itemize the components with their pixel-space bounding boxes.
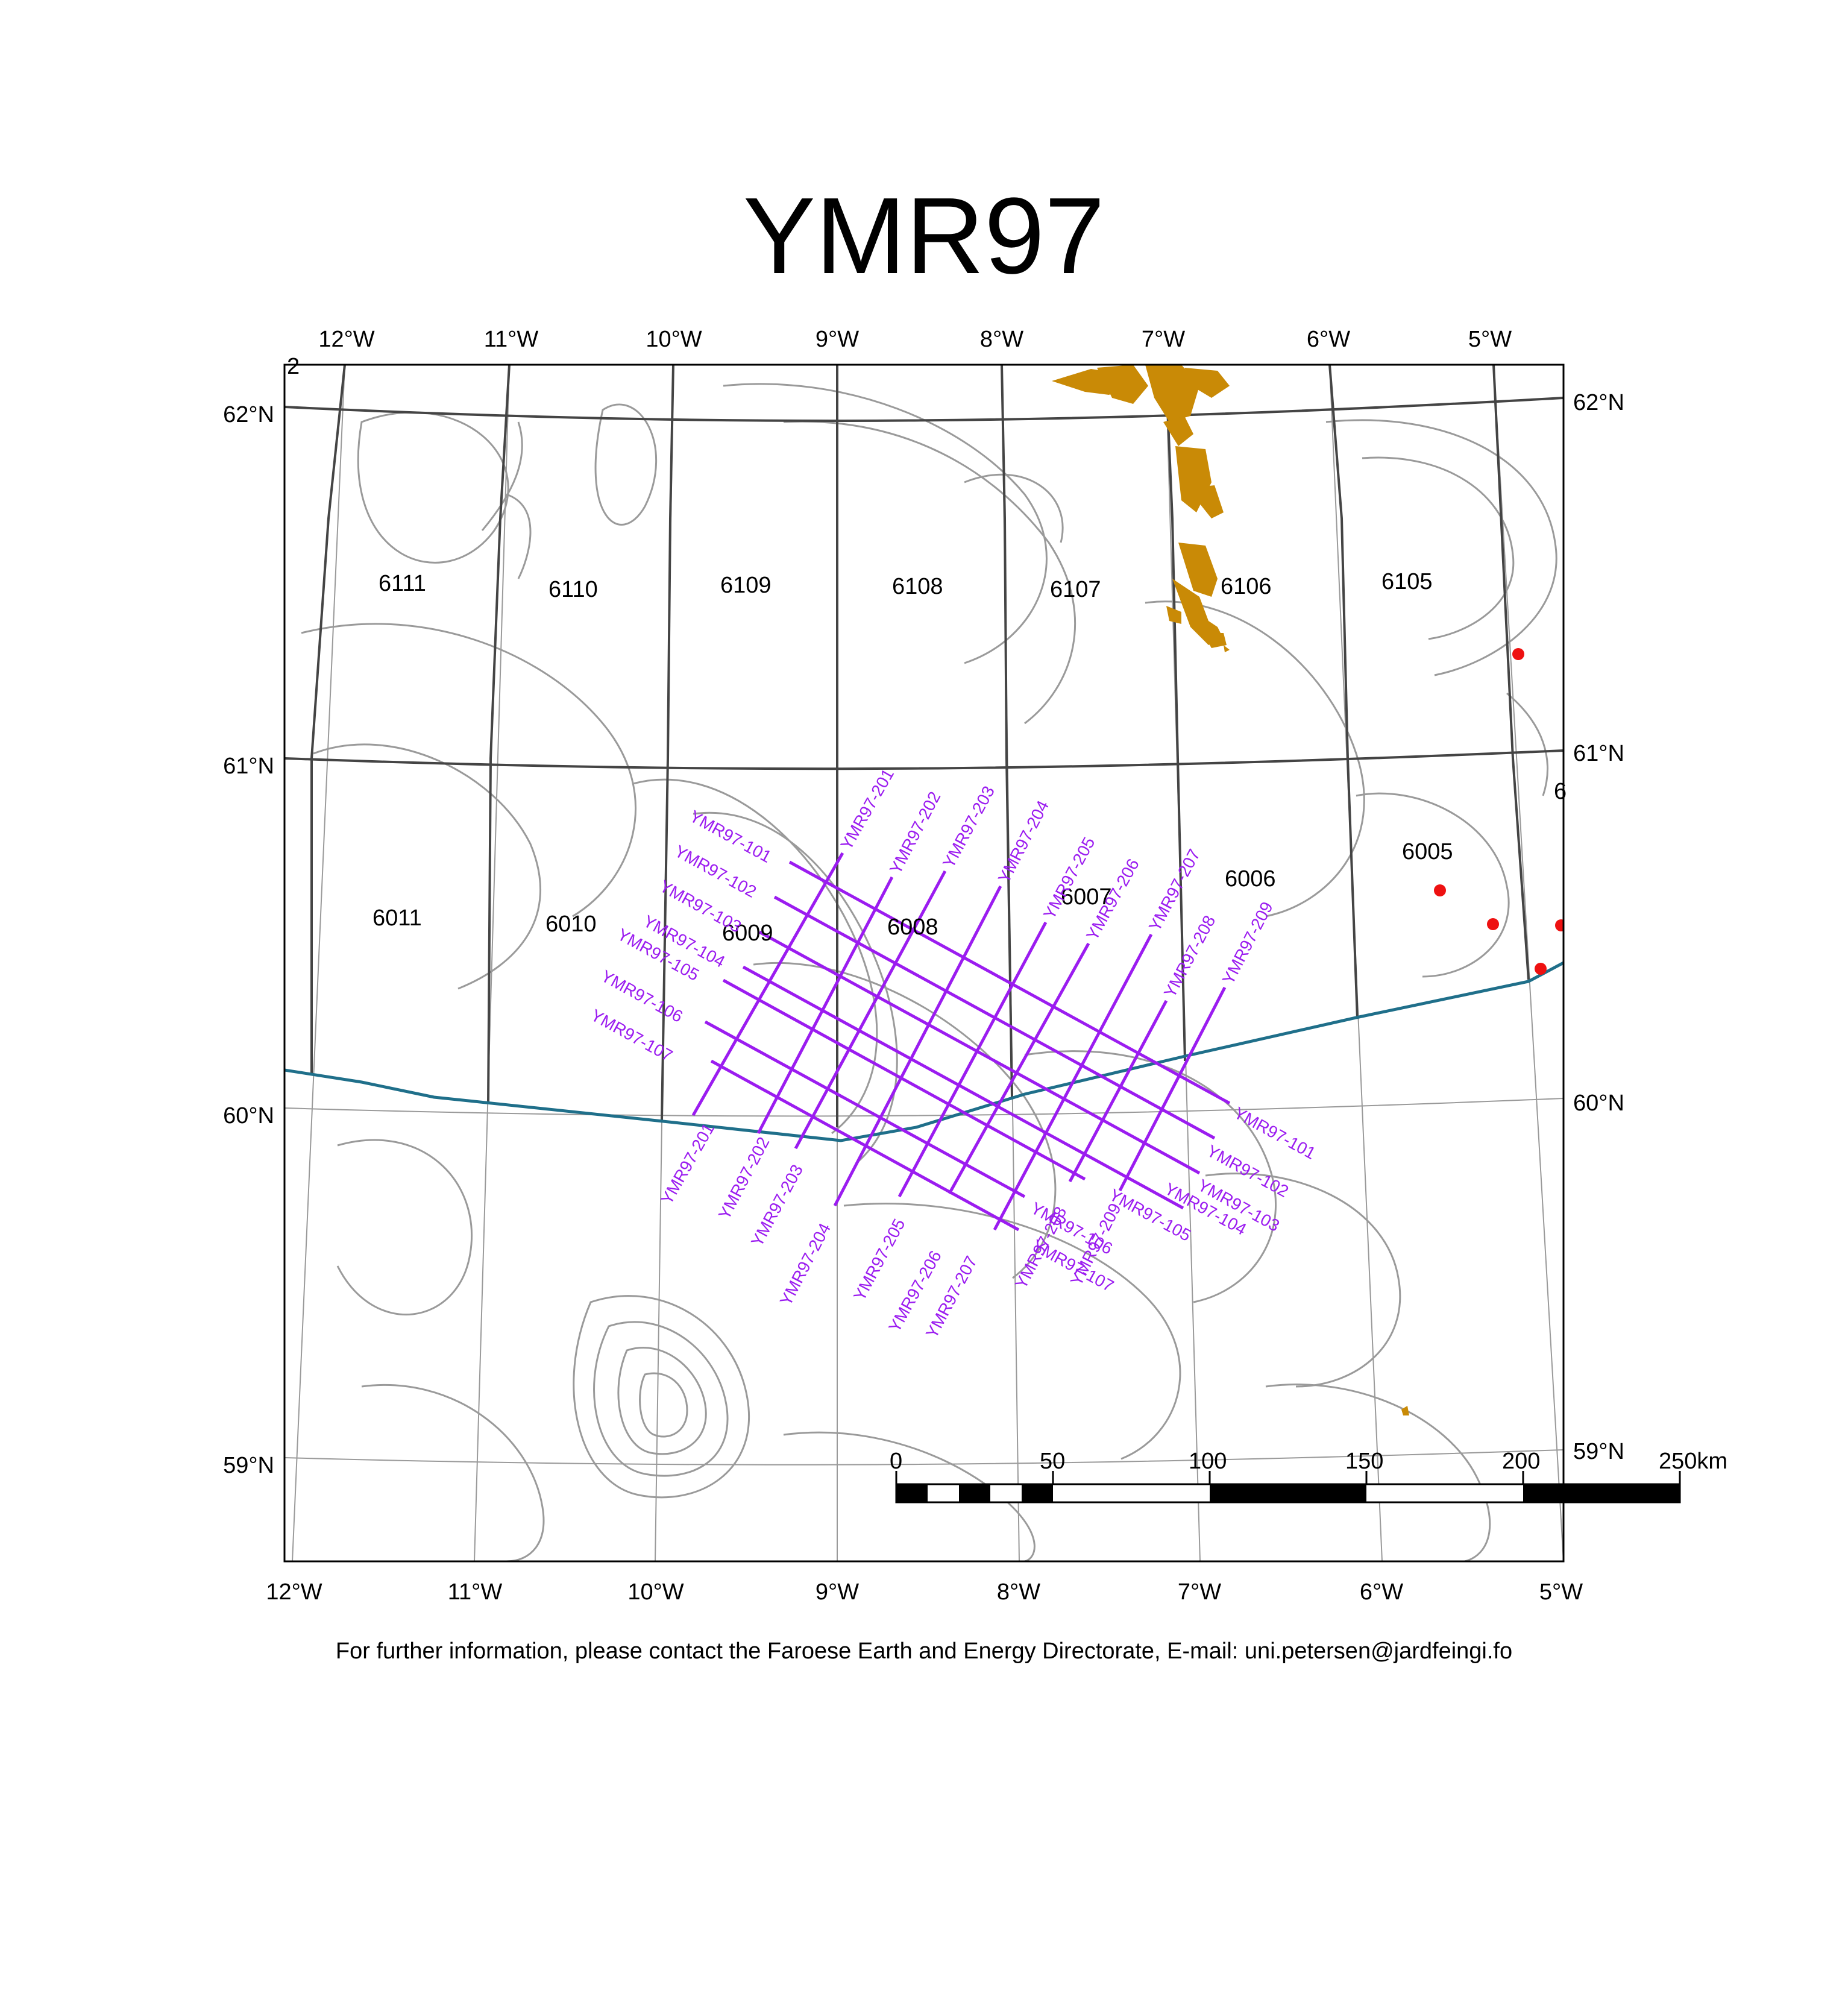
- scale-label: 100: [1189, 1449, 1227, 1474]
- block-label: 6010: [545, 911, 597, 937]
- lat-label: 59°N: [1573, 1439, 1624, 1464]
- scale-label: 200: [1502, 1449, 1540, 1474]
- lon-label: 9°W: [816, 1579, 859, 1605]
- line-label-start: YMR97-202: [886, 789, 944, 877]
- line-label-start: YMR97-201: [837, 766, 897, 853]
- survey-line-ymr97-106: [704, 1020, 1026, 1198]
- line-label-end: YMR97-201: [657, 1120, 718, 1207]
- block-label: 6107: [1050, 577, 1101, 602]
- survey-line-ymr97-203: [794, 870, 947, 1150]
- block-label: 6108: [892, 574, 943, 599]
- block-label: 6110: [548, 577, 598, 602]
- bottom-longitude-labels: 12°W 11°W 10°W 9°W 8°W 7°W 6°W 5°W: [266, 1579, 1583, 1605]
- lat-label: 59°N: [223, 1453, 274, 1478]
- survey-line-ymr97-209: [1118, 986, 1227, 1192]
- block-label: 6111: [379, 571, 426, 596]
- lon-label: 10°W: [627, 1579, 684, 1605]
- scale-label: 250km: [1659, 1449, 1727, 1474]
- well-marker: [1535, 963, 1547, 975]
- survey-line-ymr97-103: [758, 930, 1201, 1175]
- lat-label: 60°N: [223, 1103, 274, 1129]
- faroe-islands: [1052, 365, 1409, 1415]
- right-latitude-labels: 62°N 61°N 60°N 59°N: [1573, 390, 1624, 1464]
- lon-label: 7°W: [1142, 327, 1185, 352]
- corner-mark: 2: [287, 354, 300, 379]
- boundary-line: [284, 961, 1564, 1142]
- map-title: YMR97: [743, 175, 1105, 297]
- contact-note: For further information, please contact …: [335, 1639, 1513, 1664]
- lat-label: 62°N: [223, 402, 274, 427]
- lon-label: 5°W: [1539, 1579, 1583, 1605]
- graticule: [284, 365, 1564, 1561]
- line-label-end: YMR97-101: [1231, 1103, 1319, 1163]
- left-latitude-labels: 62°N 61°N 60°N 59°N: [223, 402, 274, 1478]
- block-label: 6006: [1225, 866, 1276, 892]
- line-label-end: YMR97-204: [776, 1220, 834, 1309]
- line-label-start: YMR97-207: [1145, 846, 1204, 934]
- lon-label: 5°W: [1468, 327, 1512, 352]
- survey-line-ymr97-202: [756, 876, 894, 1135]
- lon-label: 8°W: [997, 1579, 1040, 1605]
- lon-label: 11°W: [448, 1579, 503, 1605]
- survey-lines-200: [691, 852, 1227, 1231]
- scale-label: 0: [890, 1449, 902, 1474]
- lat-label: 62°N: [1573, 390, 1624, 415]
- block-label: 6009: [722, 921, 773, 946]
- line-label-start: YMR97-203: [939, 783, 998, 871]
- block-label: 6005: [1402, 839, 1453, 864]
- lat-label: 61°N: [223, 754, 274, 779]
- block-label: 6106: [1221, 574, 1272, 599]
- lat-label: 60°N: [1573, 1091, 1624, 1116]
- block-label: 6008: [887, 915, 938, 940]
- lat-label: 61°N: [1573, 741, 1624, 766]
- well-marker: [1434, 884, 1446, 896]
- survey-line-ymr97-204: [833, 885, 1002, 1207]
- lon-label: 12°W: [318, 327, 374, 352]
- block-label: 6011: [372, 905, 422, 931]
- map-frame: [283, 364, 1565, 1563]
- survey-line-ymr97-201: [691, 852, 844, 1116]
- block-label: 6105: [1381, 569, 1433, 594]
- line-label-start: YMR97-204: [995, 798, 1052, 886]
- survey-line-ymr97-206: [948, 942, 1090, 1195]
- survey-line-ymr97-101: [788, 860, 1231, 1105]
- survey-line-ymr97-207: [993, 933, 1153, 1231]
- well-marker: [1555, 919, 1564, 931]
- block-labels: 6111 6110 6109 6108 6107 6106 6105 6011 …: [372, 569, 1567, 946]
- lon-label: 11°W: [484, 327, 539, 352]
- scale-label: 150: [1345, 1449, 1383, 1474]
- survey-line-ymr97-205: [897, 921, 1048, 1198]
- lon-label: 12°W: [266, 1579, 322, 1605]
- block-label: 6: [1554, 779, 1567, 804]
- licence-grid: [284, 365, 1564, 1127]
- scale-label: 50: [1040, 1449, 1065, 1474]
- lon-label: 9°W: [816, 327, 859, 352]
- lon-label: 6°W: [1307, 327, 1350, 352]
- block-label: 6007: [1061, 884, 1112, 910]
- well-marker: [1487, 918, 1499, 930]
- block-label: 6109: [720, 573, 772, 598]
- lon-label: 10°W: [646, 327, 702, 352]
- scale-bar: 0 50 100 150 200 250km: [890, 1449, 1727, 1503]
- top-longitude-labels: 12°W 11°W 10°W 9°W 8°W 7°W 6°W 5°W: [318, 327, 1512, 352]
- line-label-start: YMR97-209: [1219, 899, 1277, 987]
- lon-label: 8°W: [980, 327, 1023, 352]
- survey-line-ymr97-105: [722, 978, 1086, 1181]
- survey-line-ymr97-208: [1068, 1000, 1168, 1183]
- wells: [1434, 648, 1564, 975]
- lon-label: 6°W: [1360, 1579, 1403, 1605]
- lon-label: 7°W: [1178, 1579, 1221, 1605]
- well-marker: [1512, 648, 1524, 660]
- line-label-start: YMR97-208: [1160, 912, 1219, 1000]
- survey-line-ymr97-104: [742, 965, 1184, 1210]
- line-label-end: YMR97-205: [850, 1215, 909, 1303]
